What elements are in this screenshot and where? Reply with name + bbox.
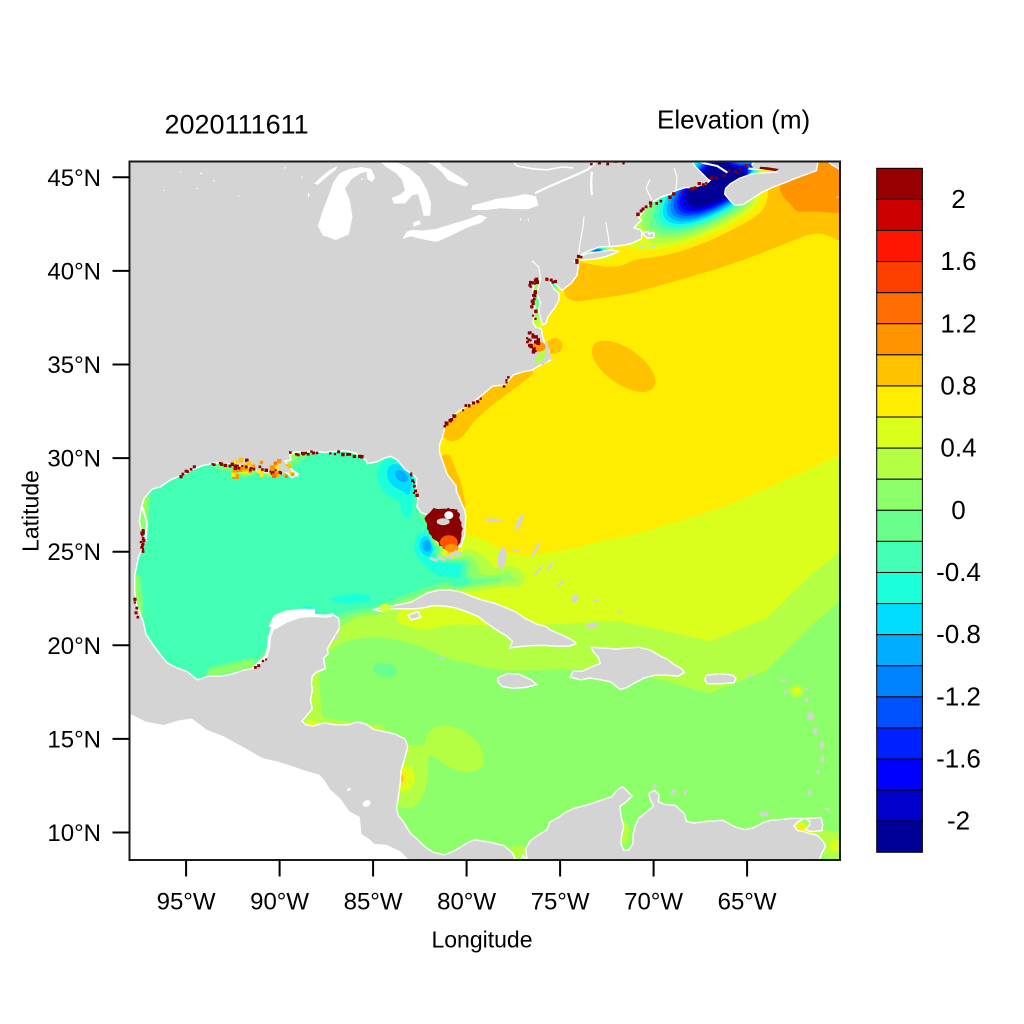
svg-text:Elevation (m): Elevation (m) [657, 105, 810, 135]
svg-text:15°N: 15°N [47, 726, 101, 753]
svg-text:10°N: 10°N [47, 820, 101, 847]
svg-text:-0.4: -0.4 [936, 557, 981, 587]
svg-text:-1.2: -1.2 [936, 681, 981, 711]
svg-text:-0.8: -0.8 [936, 619, 981, 649]
svg-text:0: 0 [951, 495, 965, 525]
svg-text:35°N: 35°N [47, 352, 101, 379]
svg-text:40°N: 40°N [47, 258, 101, 285]
svg-text:Longitude: Longitude [431, 927, 532, 953]
svg-text:1.2: 1.2 [940, 308, 976, 338]
svg-text:70°W: 70°W [624, 889, 683, 916]
svg-text:25°N: 25°N [47, 539, 101, 566]
svg-text:2: 2 [951, 184, 965, 214]
svg-text:75°W: 75°W [531, 889, 590, 916]
svg-text:-2: -2 [947, 806, 970, 836]
svg-text:1.6: 1.6 [940, 246, 976, 276]
svg-text:20°N: 20°N [47, 633, 101, 660]
svg-text:80°W: 80°W [437, 889, 496, 916]
svg-text:Latitude: Latitude [18, 470, 44, 552]
svg-text:0.4: 0.4 [940, 433, 976, 463]
svg-text:45°N: 45°N [47, 165, 101, 192]
svg-text:30°N: 30°N [47, 446, 101, 473]
svg-text:-1.6: -1.6 [936, 744, 981, 774]
svg-text:0.8: 0.8 [940, 370, 976, 400]
svg-text:2020111611: 2020111611 [165, 110, 309, 140]
svg-text:90°W: 90°W [250, 889, 309, 916]
svg-text:85°W: 85°W [344, 889, 403, 916]
svg-text:65°W: 65°W [718, 889, 777, 916]
svg-text:95°W: 95°W [157, 889, 216, 916]
